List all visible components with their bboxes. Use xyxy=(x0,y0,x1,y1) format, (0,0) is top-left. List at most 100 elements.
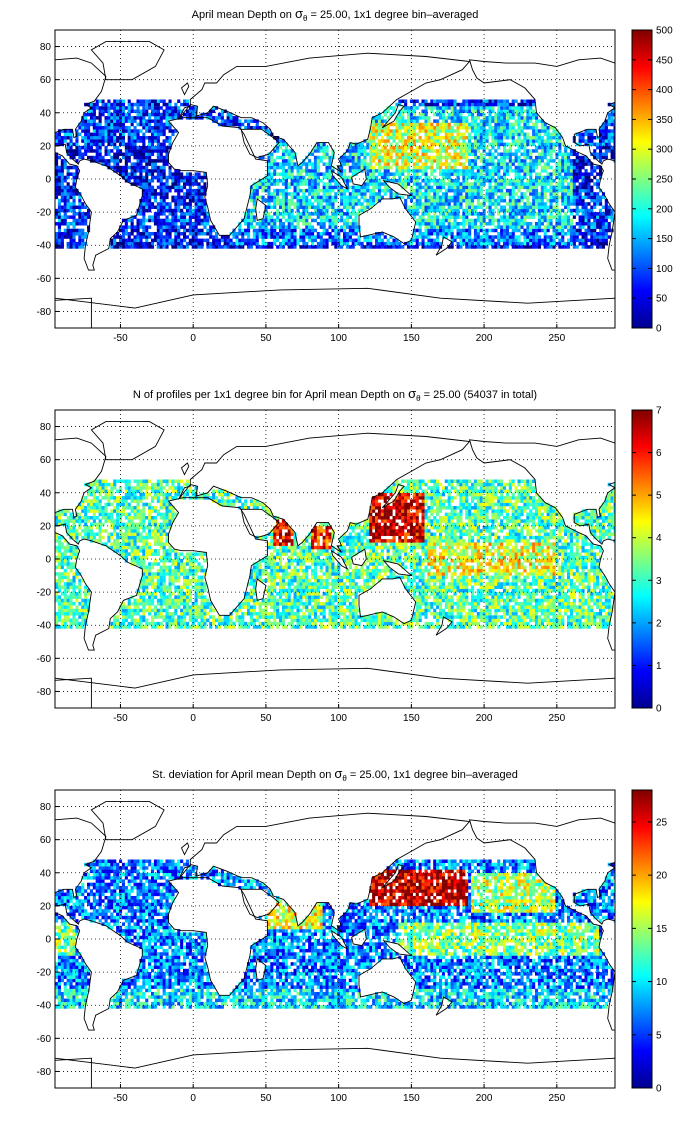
heatmap-cell xyxy=(369,175,373,180)
heatmap-cell xyxy=(319,145,323,150)
heatmap-cell xyxy=(203,222,207,226)
heatmap-cell xyxy=(360,208,364,213)
heatmap-cell xyxy=(494,188,498,193)
heatmap-cell xyxy=(395,245,399,249)
heatmap-cell xyxy=(535,182,539,186)
heatmap-cell xyxy=(552,225,556,229)
heatmap-cell xyxy=(523,162,527,166)
heatmap-cell xyxy=(532,208,536,213)
heatmap-cell xyxy=(188,225,192,229)
heatmap-cell xyxy=(529,162,533,166)
heatmap-cell xyxy=(63,228,67,233)
heatmap-cell xyxy=(75,152,79,157)
heatmap-cell xyxy=(543,129,547,133)
heatmap-cell xyxy=(81,126,85,130)
heatmap-cell xyxy=(479,165,483,170)
heatmap-cell xyxy=(476,179,480,183)
heatmap-cell xyxy=(514,99,518,104)
heatmap-cell xyxy=(57,136,62,140)
heatmap-cell xyxy=(348,142,352,147)
heatmap-cell xyxy=(153,162,158,166)
heatmap-cell xyxy=(273,149,277,153)
heatmap-cell xyxy=(296,208,300,213)
heatmap-cell xyxy=(418,228,422,233)
heatmap-cell xyxy=(241,241,245,246)
heatmap-cell xyxy=(535,122,539,127)
heatmap-cell xyxy=(479,99,483,104)
heatmap-cell xyxy=(535,126,539,130)
heatmap-cell xyxy=(191,106,195,110)
heatmap-cell xyxy=(380,145,384,150)
heatmap-cell xyxy=(203,218,207,223)
heatmap-cell xyxy=(488,238,492,243)
heatmap-cell xyxy=(145,228,149,233)
heatmap-cell xyxy=(514,179,518,183)
heatmap-cell xyxy=(569,208,574,213)
heatmap-cell xyxy=(386,169,390,173)
heatmap-cell xyxy=(249,126,254,130)
heatmap-cell xyxy=(316,182,320,186)
heatmap-cell xyxy=(75,241,79,246)
heatmap-cell xyxy=(482,145,486,150)
heatmap-cell xyxy=(194,245,198,249)
heatmap-cell xyxy=(55,192,59,196)
heatmap-cell xyxy=(113,119,117,123)
heatmap-cell xyxy=(584,188,588,193)
heatmap-cell xyxy=(572,192,576,196)
heatmap-cell xyxy=(180,175,184,180)
heatmap-cell xyxy=(142,218,146,223)
heatmap-cell xyxy=(162,145,166,150)
heatmap-cell xyxy=(345,159,350,163)
heatmap-cell xyxy=(279,232,283,236)
heatmap-cell xyxy=(354,162,358,166)
heatmap-cell xyxy=(436,232,440,236)
heatmap-cell xyxy=(311,172,315,176)
heatmap-cell xyxy=(404,185,408,190)
heatmap-cell xyxy=(421,145,425,150)
heatmap-cell xyxy=(183,238,187,243)
heatmap-cell xyxy=(500,228,504,233)
heatmap-cell xyxy=(500,126,504,130)
heatmap-cell xyxy=(444,198,448,203)
heatmap-cell xyxy=(188,192,192,196)
heatmap-cell xyxy=(284,145,288,150)
heatmap-cell xyxy=(360,162,364,166)
heatmap-cell xyxy=(343,179,347,183)
heatmap-cell xyxy=(142,116,146,120)
heatmap-cell xyxy=(453,169,457,173)
heatmap-cell xyxy=(593,165,597,170)
heatmap-cell xyxy=(290,225,294,229)
heatmap-cell xyxy=(572,162,576,166)
heatmap-cell xyxy=(453,136,457,140)
heatmap-cell xyxy=(345,175,350,180)
heatmap-cell xyxy=(133,225,137,229)
heatmap-cell xyxy=(345,232,350,236)
heatmap-cell xyxy=(546,139,550,143)
heatmap-cell xyxy=(514,109,518,114)
heatmap-cell xyxy=(121,102,126,107)
heatmap-cell xyxy=(247,245,251,249)
heatmap-cell xyxy=(520,218,524,223)
heatmap-cell xyxy=(447,198,451,203)
heatmap-cell xyxy=(407,116,411,120)
heatmap-cell xyxy=(343,225,347,229)
heatmap-cell xyxy=(407,169,411,173)
heatmap-cell xyxy=(398,116,402,120)
heatmap-cell xyxy=(130,241,134,246)
heatmap-cell xyxy=(511,122,515,127)
heatmap-cell xyxy=(177,232,181,236)
heatmap-cell xyxy=(596,232,600,236)
heatmap-cell xyxy=(113,122,117,127)
heatmap-cell xyxy=(401,162,405,166)
heatmap-cell xyxy=(226,241,230,246)
heatmap-cell xyxy=(270,222,274,226)
heatmap-cell xyxy=(558,218,562,223)
heatmap-cell xyxy=(78,202,82,206)
heatmap-cell xyxy=(485,188,489,193)
heatmap-cell xyxy=(252,188,256,193)
heatmap-cell xyxy=(116,245,120,249)
heatmap-cell xyxy=(526,222,530,226)
heatmap-cell xyxy=(185,182,190,186)
heatmap-cell xyxy=(188,106,192,110)
heatmap-cell xyxy=(471,218,475,223)
